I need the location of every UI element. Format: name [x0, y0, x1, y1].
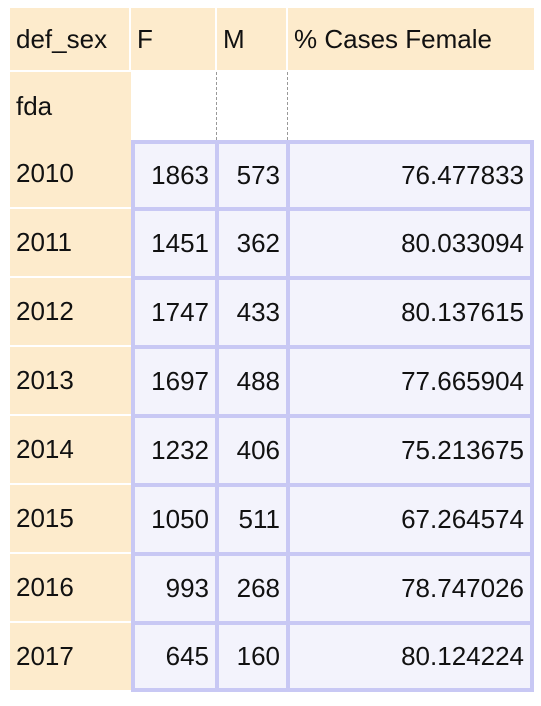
cell-f: 1451 [131, 209, 217, 278]
row-label: 2016 [10, 554, 131, 623]
cell-pct-female: 80.137615 [288, 278, 534, 347]
index-name-spacer [288, 72, 534, 140]
pivot-table: def_sex F M % Cases Female fda 2010 1863… [10, 8, 534, 692]
column-header-m: M [217, 8, 288, 72]
index-name-label: fda [10, 72, 131, 140]
column-header-pct-female: % Cases Female [288, 8, 534, 72]
cell-m: 362 [217, 209, 288, 278]
table-row: 2010 1863 573 76.477833 [10, 140, 534, 209]
cell-pct-female: 80.033094 [288, 209, 534, 278]
cell-pct-female: 78.747026 [288, 554, 534, 623]
table-row: 2013 1697 488 77.665904 [10, 347, 534, 416]
cell-m: 511 [217, 485, 288, 554]
header-row: def_sex F M % Cases Female [10, 8, 534, 72]
cell-m: 268 [217, 554, 288, 623]
index-name-row: fda [10, 72, 534, 140]
columns-name-header: def_sex [10, 8, 131, 72]
row-label: 2013 [10, 347, 131, 416]
row-label: 2014 [10, 416, 131, 485]
cell-f: 1697 [131, 347, 217, 416]
index-name-spacer [131, 72, 217, 140]
column-header-f: F [131, 8, 217, 72]
cell-f: 1747 [131, 278, 217, 347]
cell-f: 1050 [131, 485, 217, 554]
index-name-spacer [217, 72, 288, 140]
cell-m: 573 [217, 140, 288, 209]
cell-m: 488 [217, 347, 288, 416]
cell-pct-female: 80.124224 [288, 623, 534, 692]
row-label: 2012 [10, 278, 131, 347]
row-label: 2017 [10, 623, 131, 692]
table-row: 2012 1747 433 80.137615 [10, 278, 534, 347]
cell-m: 433 [217, 278, 288, 347]
cell-m: 160 [217, 623, 288, 692]
row-label: 2011 [10, 209, 131, 278]
cell-f: 645 [131, 623, 217, 692]
cell-f: 993 [131, 554, 217, 623]
table-row: 2017 645 160 80.124224 [10, 623, 534, 692]
cell-pct-female: 75.213675 [288, 416, 534, 485]
cell-f: 1232 [131, 416, 217, 485]
cell-m: 406 [217, 416, 288, 485]
cell-f: 1863 [131, 140, 217, 209]
row-label: 2010 [10, 140, 131, 209]
row-label: 2015 [10, 485, 131, 554]
cell-pct-female: 67.264574 [288, 485, 534, 554]
cell-pct-female: 77.665904 [288, 347, 534, 416]
table-row: 2016 993 268 78.747026 [10, 554, 534, 623]
table-row: 2011 1451 362 80.033094 [10, 209, 534, 278]
cell-pct-female: 76.477833 [288, 140, 534, 209]
table-row: 2014 1232 406 75.213675 [10, 416, 534, 485]
table-row: 2015 1050 511 67.264574 [10, 485, 534, 554]
